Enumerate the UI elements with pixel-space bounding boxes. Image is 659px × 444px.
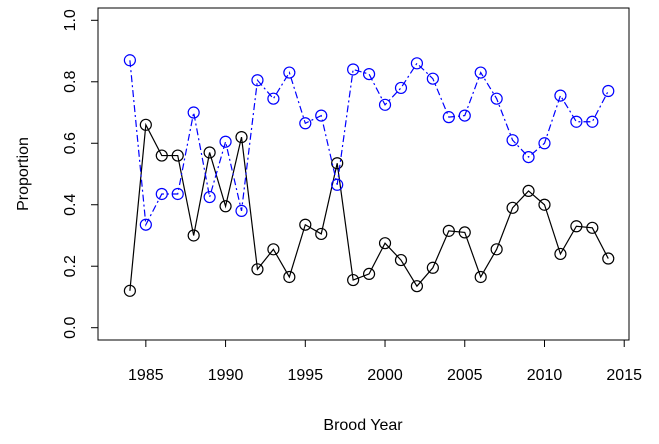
point [267,92,280,105]
point [235,204,248,217]
y-tick-label: 0.8 [62,71,79,93]
point [586,221,599,234]
point [315,109,328,122]
point [299,117,312,130]
point [203,190,216,204]
point [219,200,232,213]
point [570,220,583,233]
point [171,149,184,162]
point [394,81,408,95]
point [139,218,152,231]
point [347,273,360,287]
x-tick-label: 1990 [208,367,244,384]
point [602,252,615,265]
point [602,84,615,98]
point [458,109,471,122]
point [410,57,424,70]
point [267,243,280,256]
point [362,67,376,81]
point [458,226,471,239]
point [426,261,439,274]
point [506,134,519,147]
x-tick-label: 2010 [527,367,563,384]
x-tick-label: 2005 [447,367,483,384]
point [554,89,567,102]
series-line [129,122,609,291]
point [171,187,184,201]
point [187,106,200,119]
point [123,284,136,297]
point [155,149,168,162]
point [378,237,392,250]
point [474,66,487,79]
y-tick-label: 0.6 [62,132,79,154]
point [331,178,344,191]
point [394,253,408,267]
point [203,146,216,159]
x-tick-label: 1995 [288,367,324,384]
point [570,115,583,128]
point [378,98,392,111]
point [410,280,424,293]
point [347,63,360,76]
series-line [129,60,609,227]
point [474,270,487,284]
point [538,137,551,150]
point [442,111,455,124]
point [331,157,344,170]
point [139,118,152,131]
plot-box [97,7,630,341]
x-tick-label: 1985 [128,367,164,384]
point [299,218,312,231]
point [522,184,535,198]
x-tick-label: 2015 [606,367,642,384]
point [251,74,264,87]
point [522,150,535,164]
point [442,224,455,237]
x-axis-title: Brood Year [323,417,403,434]
point [554,247,567,261]
point [490,92,503,105]
point [235,131,248,144]
y-tick-label: 1.0 [62,9,79,31]
point [538,198,551,211]
point [155,187,168,201]
point [506,201,519,214]
point [123,54,136,67]
y-tick-label: 0.2 [62,255,79,277]
point [586,115,599,128]
y-tick-label: 0.4 [62,194,79,216]
point [362,267,376,281]
point [219,135,232,148]
point [187,229,200,242]
point [283,66,296,79]
point [251,263,264,276]
point [283,270,296,284]
y-axis-title: Proportion [15,137,32,211]
point [490,243,503,256]
y-tick-label: 0.0 [62,316,79,338]
point [426,72,439,85]
x-tick-label: 2000 [367,367,403,384]
point [315,227,328,241]
